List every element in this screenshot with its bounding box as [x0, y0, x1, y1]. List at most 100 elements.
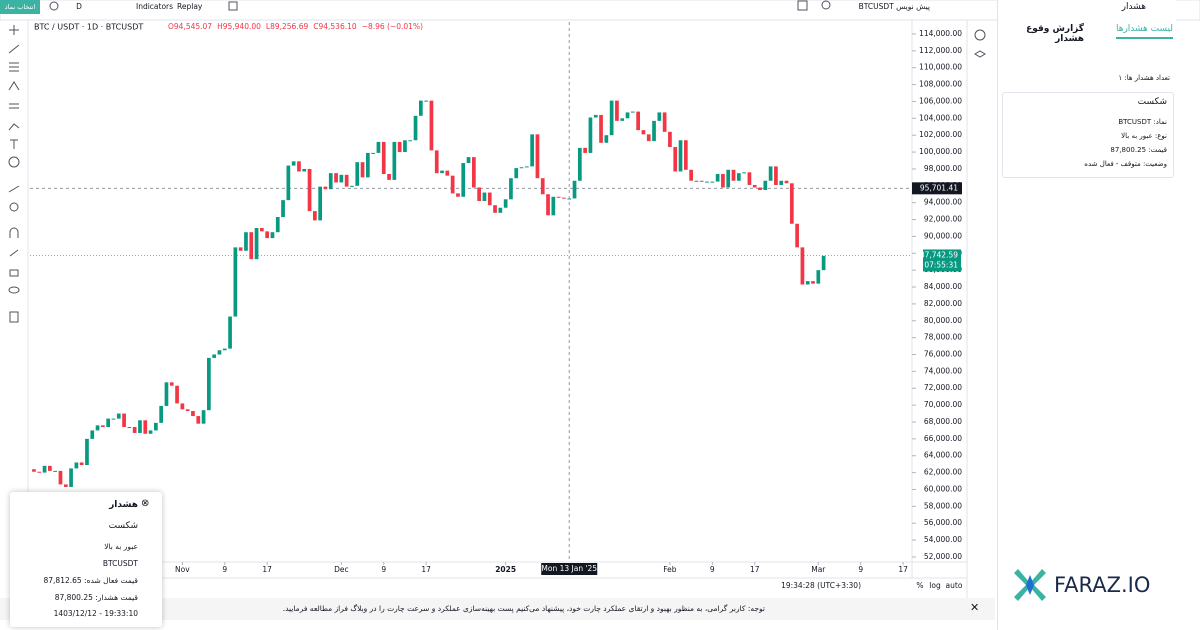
- replay-button[interactable]: Replay: [177, 2, 203, 11]
- candle-body: [477, 187, 481, 201]
- candle-body: [297, 161, 301, 172]
- candle-body: [620, 118, 625, 121]
- interval[interactable]: D: [76, 2, 82, 11]
- candle-body: [742, 172, 746, 174]
- y-tick-label: 58,000.00: [924, 501, 962, 510]
- crosshair-time-badge: [541, 563, 598, 575]
- candle-body: [344, 174, 349, 187]
- candle-body: [196, 416, 201, 424]
- candle-body: [784, 180, 789, 184]
- candle-body: [678, 140, 683, 172]
- candle-body: [726, 169, 731, 188]
- clock: 19:34:28 (UTC+3:30): [781, 581, 861, 590]
- candle-body: [254, 227, 259, 260]
- candle-body: [238, 247, 243, 251]
- candle-body: [138, 420, 142, 433]
- candle-body: [265, 231, 270, 239]
- candle-body: [668, 131, 672, 148]
- logo-text: FARAZ.IO: [1054, 573, 1151, 597]
- candle-body: [530, 134, 534, 167]
- candle-body: [312, 211, 317, 221]
- candle-body: [275, 217, 280, 233]
- y-tick-label: 54,000.00: [924, 535, 962, 544]
- symbol-button[interactable]: انتخاب نماد: [5, 3, 36, 11]
- candle-body: [159, 405, 164, 423]
- popup-line: قیمت فعال شده: 87,812.65: [43, 576, 139, 585]
- y-tick-label: 60,000.00: [924, 484, 962, 493]
- layout-name[interactable]: BTCUSDT پیش نویس: [859, 2, 930, 11]
- ohlc-value: −8.96 (−0.01%): [362, 22, 423, 31]
- x-tick-label: 17: [262, 565, 272, 574]
- y-tick-label: 106,000.00: [919, 96, 962, 105]
- popup-name: شکست: [108, 521, 138, 531]
- left-toolbar-icons[interactable]: [8, 0, 986, 323]
- crosshair-time-label: Mon 13 Jan '25: [541, 564, 597, 573]
- candle-body: [418, 100, 423, 116]
- tab-active[interactable]: لیست هشدارها: [1115, 24, 1173, 39]
- y-tick-label: 56,000.00: [924, 518, 962, 527]
- candle-body: [74, 462, 79, 469]
- candle-body: [493, 205, 497, 213]
- candle-body: [715, 173, 720, 182]
- candle-body: [323, 186, 328, 190]
- candle-body: [774, 166, 778, 185]
- candle-body: [328, 173, 333, 190]
- symbol-button-bg[interactable]: [0, 0, 40, 14]
- notice-close[interactable]: ✕: [970, 601, 980, 614]
- candle-body: [101, 425, 105, 428]
- ohlc-value: O94,545.07: [168, 22, 212, 31]
- candle-body: [48, 465, 52, 471]
- y-tick-label: 76,000.00: [924, 350, 962, 359]
- candle-body: [37, 471, 42, 473]
- indicators-button[interactable]: Indicators: [136, 2, 173, 11]
- candle-body: [440, 170, 444, 174]
- candle-body: [805, 281, 810, 285]
- alert-popup: ⊗ هشدار شکست عبور به بالا BTCUSDT قیمت ف…: [10, 492, 162, 627]
- alert-count: تعداد هشدار ها: ۱: [1118, 74, 1170, 82]
- x-tick-label: Dec: [334, 565, 349, 574]
- panel-title: هشدار: [1121, 2, 1146, 12]
- candle-body: [789, 183, 794, 224]
- candle-body: [79, 462, 84, 465]
- x-tick-label: 2025: [495, 565, 516, 574]
- candle-body: [95, 425, 100, 431]
- candle-body: [514, 168, 519, 179]
- ohlc-value: H95,940.00: [217, 22, 261, 31]
- x-tick-label: 9: [710, 565, 715, 574]
- x-tick-label: Mar: [811, 565, 826, 574]
- candle-body: [63, 484, 68, 487]
- candle-body: [657, 112, 662, 121]
- notice-bar: توجه: کاربر گرامی، به منظور بهبود و ارتق…: [0, 598, 995, 620]
- candle-body: [424, 100, 429, 102]
- candle-body: [270, 232, 275, 239]
- candle-body: [456, 193, 460, 197]
- candle-body: [122, 413, 126, 428]
- popup-line: BTCUSDT: [102, 559, 138, 568]
- x-tick-label: 17: [750, 565, 760, 574]
- percent-toggle[interactable]: %: [916, 581, 923, 590]
- candle-body: [450, 175, 455, 194]
- popup-close[interactable]: ⊗: [141, 498, 150, 509]
- alert-card[interactable]: شکست نماد: BTCUSDT نوع: عبور به بالا قیم…: [1002, 92, 1174, 178]
- y-tick-label: 112,000.00: [919, 46, 962, 55]
- alerts-panel: هشدار لیست هشدارها گزارش وقوع هشدار تعدا…: [997, 0, 1176, 630]
- candle-body: [286, 165, 291, 201]
- candle-body: [625, 112, 630, 119]
- log-toggle[interactable]: log: [929, 581, 941, 590]
- candle-body: [381, 141, 386, 174]
- candle-body: [228, 316, 232, 349]
- y-tick-label: 78,000.00: [924, 333, 962, 342]
- candle-body: [233, 247, 238, 317]
- tab[interactable]: گزارش وقوع هشدار: [1026, 24, 1084, 44]
- y-tick-label: 90,000.00: [924, 231, 962, 240]
- candle-body: [365, 152, 370, 178]
- candle-body: [466, 157, 471, 164]
- y-tick-label: 98,000.00: [924, 164, 962, 173]
- auto-toggle[interactable]: auto: [946, 581, 963, 590]
- candle-body: [689, 169, 693, 181]
- candle-body: [630, 111, 635, 113]
- popup-line: عبور به بالا: [104, 542, 138, 551]
- candle-body: [260, 227, 264, 232]
- candle-body: [175, 385, 179, 404]
- candle-body: [540, 178, 545, 195]
